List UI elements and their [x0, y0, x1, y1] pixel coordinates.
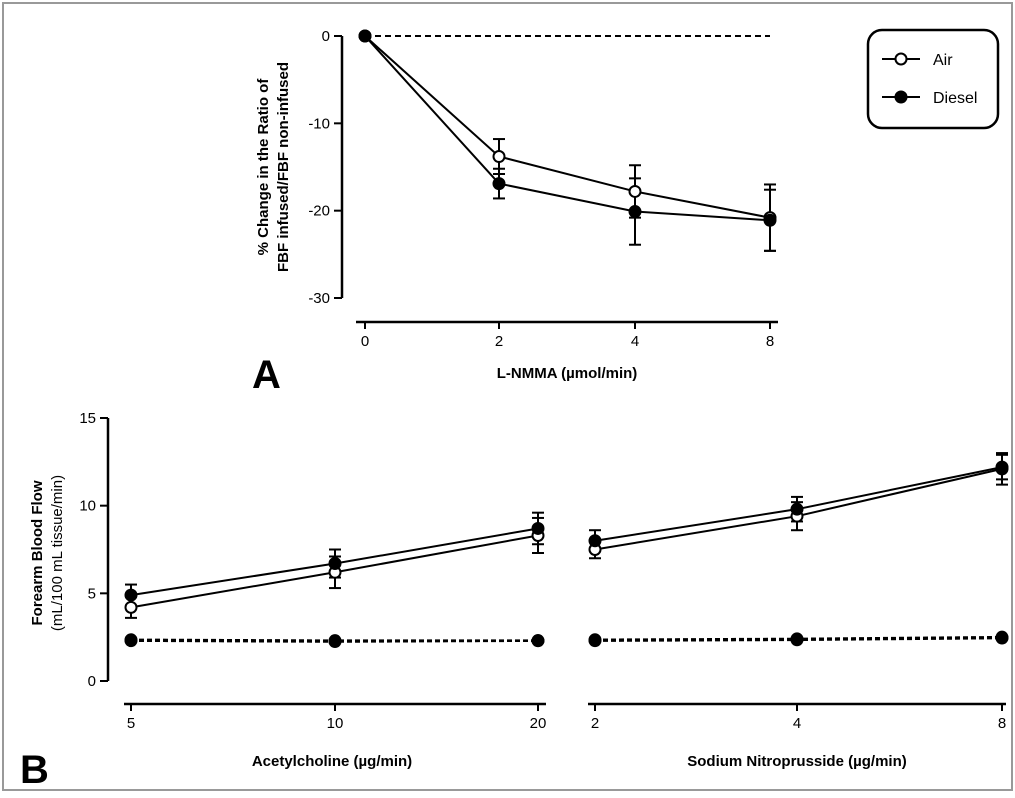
panel-b-right-point-diesel-non-infused-: [588, 633, 602, 647]
panel-b-left-point-air: [124, 600, 138, 614]
panel-b-left-y-tick-label: 5: [88, 585, 96, 602]
legend-diesel-marker: [894, 90, 908, 104]
panel-a-x-tick-label: 8: [766, 333, 774, 350]
panel-a-xlabel: L-NMMA (µmol/min): [497, 365, 638, 382]
panel-a-point-diesel: [628, 205, 642, 219]
panel-a-y-tick-label: -20: [308, 203, 330, 220]
panel-a-point-air: [492, 150, 506, 164]
panel-b-right-point-diesel: [588, 534, 602, 548]
panel-a-x-tick-label: 0: [361, 333, 369, 350]
panel-b-right-xlabel: Sodium Nitroprusside (µg/min): [687, 753, 906, 770]
panel-b-left-point-diesel-non-infused-: [124, 633, 138, 647]
panel-b-right-x-tick-label: 2: [591, 715, 599, 732]
legend-box: [866, 28, 1000, 130]
panel-b-right-x-tick-label: 8: [998, 715, 1006, 732]
panel-b-left-y-tick-label: 10: [79, 498, 96, 515]
panel-b-right-point-diesel: [995, 460, 1009, 474]
panel-b-left-x-tick-label: 5: [127, 715, 135, 732]
panel-b-ylabel-line2: (mL/100 mL tissue/min): [49, 475, 66, 631]
panel-b-left-point-diesel: [531, 521, 545, 535]
panel-a-letter: A: [252, 353, 281, 397]
panel-b-left-point-diesel-non-infused-: [328, 634, 342, 648]
panel-b-left-point-diesel: [124, 588, 138, 602]
panel-b-left-xlabel: Acetylcholine (µg/min): [252, 753, 412, 770]
legend-air-marker: [894, 52, 908, 66]
panel-b-right-x-tick-label: 4: [793, 715, 801, 732]
panel-a-y-tick-label: 0: [322, 28, 330, 45]
panel-a-y-tick-label: -30: [308, 290, 330, 307]
plot-layer: 0 2 4 8 0 -10 -20 -30 5 10 20 0 5 10 15 2 4 8: [79, 28, 1009, 732]
panel-b-left-y-tick-label: 15: [79, 410, 96, 427]
panel-b-left-point-diesel: [328, 557, 342, 571]
panel-a-point-diesel: [358, 29, 372, 43]
panel-b-left-point-diesel-non-infused-: [531, 634, 545, 648]
panel-a-point-air: [628, 184, 642, 198]
legend: Air Diesel: [866, 28, 1000, 130]
panel-a-ylabel-line1: % Change in the Ratio of: [255, 78, 272, 256]
panel-b-left-x-tick-label: 20: [530, 715, 547, 732]
panel-a-y-tick-label: -10: [308, 115, 330, 132]
panel-b-right-point-diesel: [790, 502, 804, 516]
panel-a-point-diesel: [763, 213, 777, 227]
panel-a-series-line-diesel: [364, 35, 771, 222]
panel-a-x-tick-label: 4: [631, 333, 639, 350]
panel-b-ylabel-line1: Forearm Blood Flow: [29, 480, 46, 625]
panel-b-left-x-tick-label: 10: [327, 715, 344, 732]
panel-a-ylabel-line2: FBF infused/FBF non-infused: [275, 62, 292, 272]
legend-air-label: Air: [933, 52, 953, 69]
panel-a-x-tick-label: 2: [495, 333, 503, 350]
panel-b-right-point-diesel-non-infused-: [790, 632, 804, 646]
panel-b-letter: B: [20, 748, 49, 792]
panel-a-point-diesel: [492, 177, 506, 191]
legend-diesel-label: Diesel: [933, 90, 977, 107]
panel-b-right-point-diesel-non-infused-: [995, 630, 1009, 644]
panel-b-left-y-tick-label: 0: [88, 673, 96, 690]
panel-a-series-line-air: [364, 35, 771, 219]
